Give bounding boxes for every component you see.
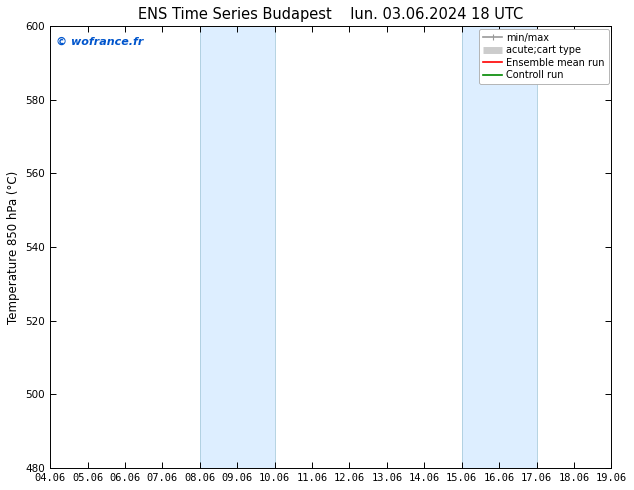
Title: ENS Time Series Budapest    lun. 03.06.2024 18 UTC: ENS Time Series Budapest lun. 03.06.2024… (138, 7, 524, 22)
Legend: min/max, acute;cart type, Ensemble mean run, Controll run: min/max, acute;cart type, Ensemble mean … (479, 29, 609, 84)
Bar (462, 26, 536, 468)
Bar (200, 26, 275, 468)
Y-axis label: Temperature 850 hPa (°C): Temperature 850 hPa (°C) (7, 171, 20, 324)
Text: © wofrance.fr: © wofrance.fr (56, 37, 143, 47)
